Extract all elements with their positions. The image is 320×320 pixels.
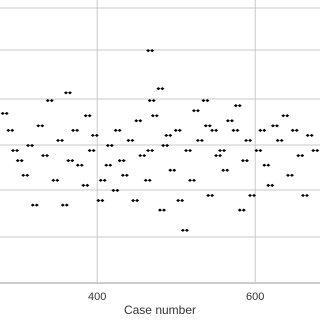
point — [164, 133, 173, 138]
point — [90, 133, 99, 138]
point — [270, 124, 279, 128]
point — [150, 114, 159, 118]
point — [173, 128, 182, 132]
point — [15, 159, 24, 163]
point — [30, 203, 39, 207]
x-axis-label: Case number — [124, 303, 196, 317]
point — [83, 114, 92, 118]
point — [104, 163, 113, 167]
point — [285, 173, 294, 177]
point — [214, 153, 223, 158]
point — [11, 148, 20, 153]
point — [143, 178, 152, 182]
point — [218, 148, 227, 153]
point — [111, 188, 120, 193]
point — [0, 111, 9, 116]
point — [296, 153, 305, 158]
x-tick-label: 600 — [246, 291, 264, 303]
point — [281, 114, 290, 118]
point — [188, 178, 196, 182]
point — [60, 203, 69, 207]
point — [180, 228, 189, 232]
point — [98, 178, 107, 182]
point — [26, 143, 35, 148]
point — [262, 163, 271, 167]
point — [75, 163, 84, 167]
point — [138, 153, 147, 158]
point — [146, 49, 155, 53]
x-tick-label: 400 — [88, 291, 106, 303]
point — [311, 148, 320, 153]
point — [290, 128, 299, 132]
point — [210, 128, 219, 132]
point — [191, 109, 200, 113]
point — [6, 128, 15, 132]
point — [71, 128, 80, 132]
point — [275, 138, 284, 143]
point — [113, 128, 122, 132]
point — [87, 148, 96, 153]
point — [305, 133, 314, 138]
point — [258, 128, 267, 132]
point — [96, 198, 105, 203]
point — [244, 138, 253, 143]
point — [51, 178, 60, 182]
point — [126, 138, 135, 143]
point — [45, 98, 54, 103]
point — [56, 138, 65, 143]
point — [156, 87, 165, 91]
point — [201, 98, 210, 103]
point — [254, 148, 263, 153]
point — [225, 119, 234, 123]
point — [184, 148, 193, 153]
point — [195, 138, 204, 143]
point — [36, 124, 45, 128]
point — [131, 198, 140, 203]
point — [134, 119, 143, 123]
point — [21, 173, 30, 177]
point — [147, 98, 156, 103]
point — [221, 168, 230, 172]
point — [176, 198, 185, 203]
point — [81, 183, 90, 187]
point — [237, 208, 246, 212]
point — [105, 143, 114, 148]
point — [203, 124, 212, 128]
point — [231, 128, 240, 132]
point — [146, 148, 155, 153]
point — [117, 159, 126, 163]
point — [233, 104, 242, 108]
point — [266, 183, 275, 187]
point — [66, 159, 75, 163]
point — [41, 153, 50, 158]
point — [300, 193, 309, 198]
point — [240, 159, 249, 163]
point — [161, 143, 170, 148]
point — [157, 208, 166, 212]
point — [168, 168, 177, 172]
point — [63, 91, 72, 95]
point — [248, 193, 257, 198]
point — [120, 173, 129, 177]
point — [206, 193, 215, 198]
